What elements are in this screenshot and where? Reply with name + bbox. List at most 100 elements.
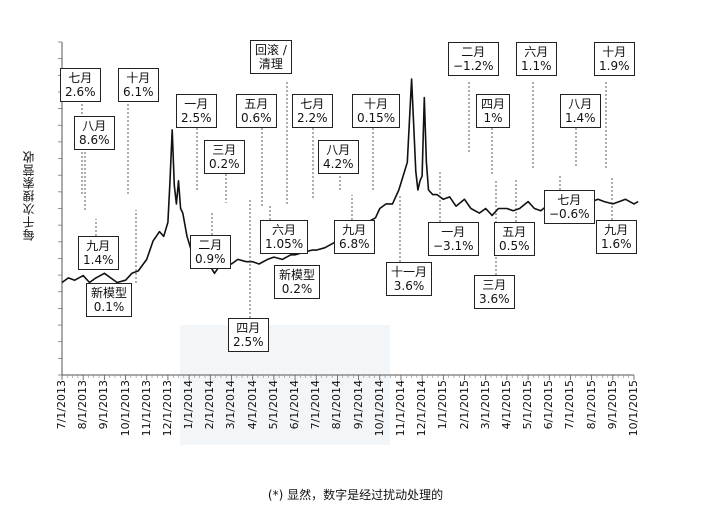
annotation-text: 2.2% <box>297 111 328 125</box>
x-tick-label: 3/1/2014 <box>224 380 238 430</box>
annotation-text: 十月 <box>602 45 627 59</box>
annotation-text: 清理 <box>258 57 283 71</box>
annotation-text: 八月 <box>568 97 593 111</box>
annotation-text: 六月 <box>272 223 297 237</box>
annotation-box: 三月 0.2% <box>204 140 245 174</box>
x-tick-label: 2/1/2015 <box>457 380 471 430</box>
annotation-text: 七月 <box>300 97 325 111</box>
annotation-box: 五月 0.5% <box>494 222 535 256</box>
annotation-text: 七月 <box>68 71 93 85</box>
x-tick-label: 7/1/2013 <box>55 380 68 430</box>
annotation-text: 二月 <box>461 45 486 59</box>
annotation-box: 十月 6.1% <box>118 68 159 102</box>
x-tick-label: 12/1/2013 <box>160 380 174 437</box>
y-axis-label: 每千次搜索营收 <box>22 150 36 241</box>
x-tick-label: 11/1/2014 <box>393 380 407 437</box>
x-tick-label: 2/1/2014 <box>203 380 217 430</box>
annotation-text: 五月 <box>244 97 269 111</box>
annotation-box: 九月 6.8% <box>334 220 375 254</box>
annotation-box: 四月 2.5% <box>228 318 269 352</box>
x-tick-label: 8/1/2014 <box>330 380 344 430</box>
annotation-text: 3.6% <box>479 292 510 306</box>
annotation-text: 新模型 <box>279 268 316 282</box>
annotation-text: 0.1% <box>93 300 125 314</box>
annotation-text: −3.1% <box>433 239 474 253</box>
annotation-text: 1.9% <box>599 59 630 73</box>
annotation-box: 二月 −1.2% <box>448 42 499 76</box>
annotation-text: 四月 <box>236 321 261 335</box>
annotation-text: 三月 <box>212 143 237 157</box>
x-tick-label: 5/1/2014 <box>266 380 280 430</box>
annotation-text: 2.6% <box>65 85 96 99</box>
annotation-text: 0.9% <box>195 252 226 266</box>
annotation-box: 九月 1.4% <box>78 236 119 270</box>
x-tick-label: 12/1/2014 <box>415 380 429 437</box>
annotation-box: 十一月 3.6% <box>386 262 433 296</box>
annotation-box: 八月 1.4% <box>560 94 601 128</box>
annotation-text: 0.15% <box>357 111 396 125</box>
x-tick-label: 7/1/2014 <box>309 380 323 430</box>
annotation-text: 九月 <box>86 239 111 253</box>
annotation-box: 八月 8.6% <box>74 116 115 150</box>
annotation-text: 五月 <box>502 225 527 239</box>
annotation-text: 0.6% <box>241 111 272 125</box>
annotation-text: 十一月 <box>391 265 428 279</box>
x-tick-label: 11/1/2013 <box>139 380 153 437</box>
annotation-box: 一月 2.5% <box>176 94 217 128</box>
x-tick-label: 10/1/2013 <box>118 380 132 437</box>
annotation-text: 8.6% <box>79 133 110 147</box>
annotation-box: 十月 1.9% <box>594 42 635 76</box>
x-tick-label: 9/1/2013 <box>97 380 111 430</box>
x-tick-label: 5/1/2015 <box>521 380 535 430</box>
annotation-text: 八月 <box>82 119 107 133</box>
annotation-text: 1.6% <box>601 237 632 251</box>
annotation-text: 6.8% <box>339 237 370 251</box>
x-tick-label: 9/1/2014 <box>351 380 365 430</box>
x-tick-label: 4/1/2015 <box>499 380 513 430</box>
annotation-box: 一月 −3.1% <box>428 222 479 256</box>
annotation-box: 七月 2.6% <box>60 68 101 102</box>
annotation-box: 六月 1.1% <box>516 42 557 76</box>
annotation-text: 一月 <box>184 97 209 111</box>
annotation-text: 6.1% <box>123 85 154 99</box>
annotation-text: 九月 <box>342 223 367 237</box>
annotation-text: 新模型 <box>91 286 128 300</box>
annotation-box: 七月 2.2% <box>292 94 333 128</box>
annotation-box: 六月 1.05% <box>260 220 309 254</box>
x-tick-label: 4/1/2014 <box>245 380 259 430</box>
annotation-text: 4.2% <box>323 157 354 171</box>
x-tick-label: 7/1/2015 <box>563 380 577 430</box>
annotation-box: 八月 4.2% <box>318 140 359 174</box>
annotation-box: 十月 0.15% <box>352 94 401 128</box>
annotation-text: 0.5% <box>499 239 530 253</box>
annotation-text: 1.05% <box>265 237 304 251</box>
watermark <box>180 325 390 445</box>
x-tick-label: 10/1/2015 <box>627 380 640 437</box>
annotation-text: 2.5% <box>233 335 264 349</box>
x-tick-label: 8/1/2013 <box>76 380 90 430</box>
annotation-box: 九月 1.6% <box>596 220 637 254</box>
annotation-box: 四月 1% <box>476 94 511 128</box>
annotation-text: −1.2% <box>453 59 494 73</box>
annotation-box: 七月 −0.6% <box>544 190 595 224</box>
x-tick-label: 3/1/2015 <box>478 380 492 430</box>
annotation-text: 1.4% <box>565 111 596 125</box>
annotation-box: 新模型 0.2% <box>274 265 321 299</box>
annotation-text: 一月 <box>441 225 466 239</box>
annotation-text: 二月 <box>198 238 223 252</box>
annotation-text: 1% <box>483 111 503 125</box>
annotation-box: 三月 3.6% <box>474 275 515 309</box>
annotation-box: 二月 0.9% <box>190 235 231 269</box>
annotation-text: 1.4% <box>83 253 114 267</box>
annotation-text: −0.6% <box>549 207 590 221</box>
annotation-text: 回滚 / <box>255 43 287 57</box>
x-tick-label: 8/1/2015 <box>584 380 598 430</box>
annotation-text: 六月 <box>524 45 549 59</box>
annotation-text: 七月 <box>557 193 582 207</box>
annotation-box: 新模型 0.1% <box>86 283 133 317</box>
annotation-text: 十月 <box>126 71 151 85</box>
footnote: (*) 显然，数字是经过扰动处理的 <box>267 488 444 502</box>
annotation-text: 2.5% <box>181 111 212 125</box>
